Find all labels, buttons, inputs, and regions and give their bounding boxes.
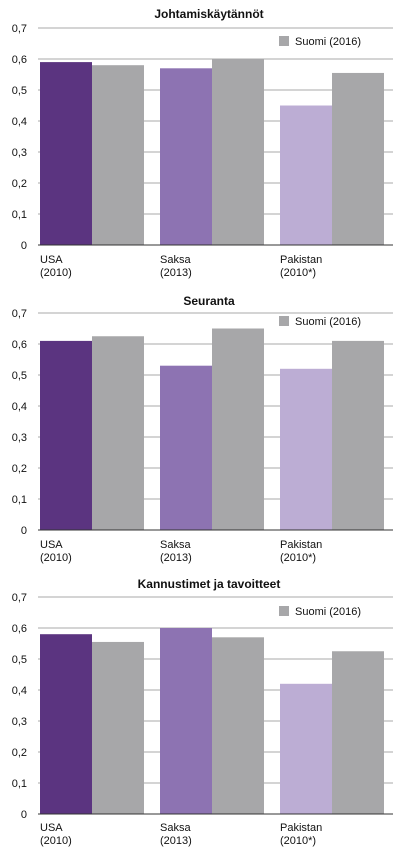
bar-pakistan [280,683,332,814]
category-label: USA [40,822,63,834]
category-label: (2013) [160,552,192,564]
chart-title: Johtamiskäytännöt [154,7,263,21]
category-label: (2010) [40,267,72,279]
y-tick-label: 0,5 [12,654,27,666]
category-label: (2010) [40,552,72,564]
bar-usa [40,62,92,245]
bar-suomi [332,651,384,814]
legend-label: Suomi (2016) [295,316,361,328]
y-tick-label: 0,1 [12,494,27,506]
bar-usa [40,340,92,530]
y-tick-label: 0 [21,240,27,252]
category-label: (2010*) [280,267,316,279]
y-tick-label: 0,4 [12,685,27,697]
y-tick-label: 0,4 [12,401,27,413]
bar-suomi [212,328,264,530]
category-label: Saksa [160,539,191,551]
bar-suomi [92,65,144,245]
bar-saksa [160,628,212,814]
y-tick-label: 0,6 [12,623,27,635]
y-tick-label: 0,6 [12,54,27,66]
category-label: Pakistan [280,254,322,266]
category-label: Pakistan [280,822,322,834]
y-tick-label: 0 [21,809,27,821]
chart-title: Seuranta [183,294,235,308]
legend-label: Suomi (2016) [295,606,361,618]
y-tick-label: 0,7 [12,23,27,35]
y-tick-label: 0 [21,525,27,537]
y-tick-label: 0,5 [12,370,27,382]
y-tick-label: 0,7 [12,592,27,604]
y-tick-label: 0,2 [12,747,27,759]
category-label: USA [40,254,63,266]
bar-suomi [92,336,144,530]
category-label: (2010*) [280,835,316,847]
category-label: (2010*) [280,552,316,564]
bar-suomi [212,59,264,245]
category-label: Saksa [160,822,191,834]
legend-label: Suomi (2016) [295,36,361,48]
bar-suomi [212,637,264,814]
y-tick-label: 0,3 [12,716,27,728]
y-tick-label: 0,6 [12,339,27,351]
chart-title: Kannustimet ja tavoitteet [138,577,281,591]
category-label: Saksa [160,254,191,266]
bar-saksa [160,68,212,245]
y-tick-label: 0,7 [12,308,27,320]
y-tick-label: 0,3 [12,432,27,444]
bar-saksa [160,365,212,530]
bar-usa [40,634,92,814]
bar-suomi [92,641,144,814]
y-tick-label: 0,2 [12,463,27,475]
y-tick-label: 0,5 [12,85,27,97]
category-label: Pakistan [280,539,322,551]
y-tick-label: 0,4 [12,116,27,128]
bar-suomi [332,72,384,245]
y-tick-label: 0,1 [12,209,27,221]
category-label: (2010) [40,835,72,847]
bar-pakistan [280,105,332,245]
category-label: (2013) [160,835,192,847]
y-tick-label: 0,2 [12,178,27,190]
legend-swatch [279,606,289,616]
y-tick-label: 0,3 [12,147,27,159]
bar-suomi [332,340,384,530]
y-tick-label: 0,1 [12,778,27,790]
category-label: USA [40,539,63,551]
legend-swatch [279,316,289,326]
category-label: (2013) [160,267,192,279]
legend-swatch [279,36,289,46]
bar-pakistan [280,368,332,530]
